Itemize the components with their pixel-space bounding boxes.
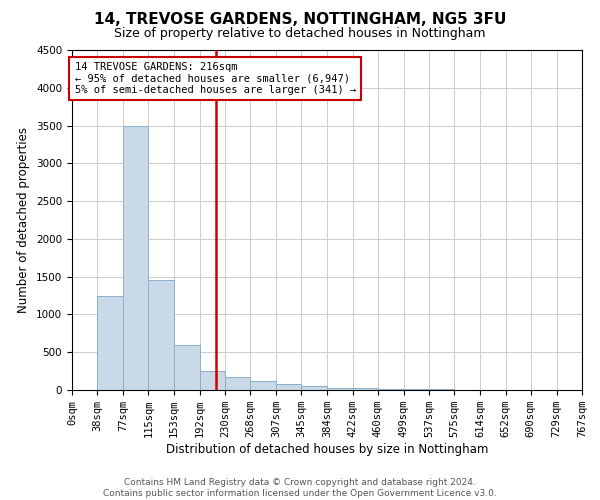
- Bar: [200, 371, 225, 390]
- Bar: [301, 386, 328, 390]
- Text: 14 TREVOSE GARDENS: 216sqm
← 95% of detached houses are smaller (6,947)
5% of se: 14 TREVOSE GARDENS: 216sqm ← 95% of deta…: [74, 62, 356, 95]
- Text: Contains HM Land Registry data © Crown copyright and database right 2024.
Contai: Contains HM Land Registry data © Crown c…: [103, 478, 497, 498]
- Text: Size of property relative to detached houses in Nottingham: Size of property relative to detached ho…: [114, 28, 486, 40]
- Bar: [404, 389, 429, 390]
- Bar: [97, 296, 123, 390]
- Bar: [250, 381, 276, 390]
- Bar: [148, 280, 174, 390]
- Y-axis label: Number of detached properties: Number of detached properties: [17, 127, 31, 313]
- Bar: [174, 344, 200, 390]
- Bar: [225, 377, 250, 390]
- Bar: [328, 388, 353, 390]
- Bar: [353, 388, 378, 390]
- Bar: [378, 389, 404, 390]
- Bar: [123, 126, 148, 390]
- Text: 14, TREVOSE GARDENS, NOTTINGHAM, NG5 3FU: 14, TREVOSE GARDENS, NOTTINGHAM, NG5 3FU: [94, 12, 506, 28]
- X-axis label: Distribution of detached houses by size in Nottingham: Distribution of detached houses by size …: [166, 443, 488, 456]
- Bar: [276, 384, 301, 390]
